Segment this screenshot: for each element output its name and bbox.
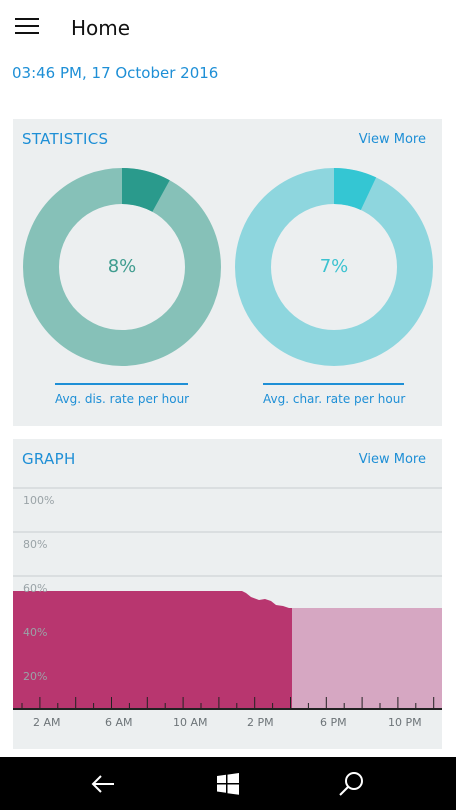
page-title: Home <box>71 16 131 40</box>
graph-card: GRAPH View More 100% 80% 60% 40% 20% 2 A… <box>13 439 442 749</box>
hamburger-menu-icon[interactable] <box>15 18 39 36</box>
current-datetime: 03:46 PM, 17 October 2016 <box>12 64 219 82</box>
discharge-rate-value: 8% <box>107 256 137 277</box>
y-label-80: 80% <box>23 538 47 551</box>
battery-graph: 100% 80% 60% 40% 20% 2 AM 6 AM 10 AM 2 P… <box>13 487 442 729</box>
x-label-2am: 2 AM <box>33 716 61 729</box>
app-header: Home <box>0 0 456 56</box>
y-label-100: 100% <box>23 494 54 507</box>
charge-divider <box>263 383 404 385</box>
charge-rate-caption: Avg. char. rate per hour <box>263 392 406 406</box>
x-label-6am: 6 AM <box>105 716 133 729</box>
graph-view-more-link[interactable]: View More <box>358 452 426 467</box>
back-arrow-icon[interactable] <box>88 769 118 799</box>
x-label-2pm: 2 PM <box>247 716 274 729</box>
statistics-card: STATISTICS View More 8% 7% Avg. dis. rat… <box>13 119 442 426</box>
discharge-rate-donut: 8% <box>22 167 222 367</box>
charge-rate-donut: 7% <box>234 167 434 367</box>
actual-area <box>13 591 292 709</box>
discharge-donut-value <box>23 168 221 366</box>
projected-area <box>292 608 442 709</box>
system-nav-bar <box>0 757 456 810</box>
charge-donut-value <box>235 168 433 366</box>
statistics-title: STATISTICS <box>22 130 109 148</box>
discharge-rate-caption: Avg. dis. rate per hour <box>55 392 190 406</box>
y-label-60: 60% <box>23 582 47 595</box>
x-label-10am: 10 AM <box>173 716 208 729</box>
y-label-20: 20% <box>23 670 47 683</box>
x-axis-ticks <box>21 697 435 709</box>
x-label-10pm: 10 PM <box>388 716 422 729</box>
statistics-view-more-link[interactable]: View More <box>358 132 426 147</box>
x-label-6pm: 6 PM <box>320 716 347 729</box>
y-label-40: 40% <box>23 626 47 639</box>
graph-title: GRAPH <box>22 450 76 468</box>
discharge-divider <box>55 383 188 385</box>
search-icon[interactable] <box>337 769 367 799</box>
windows-logo-icon[interactable] <box>213 769 243 799</box>
charge-rate-value: 7% <box>319 256 349 277</box>
